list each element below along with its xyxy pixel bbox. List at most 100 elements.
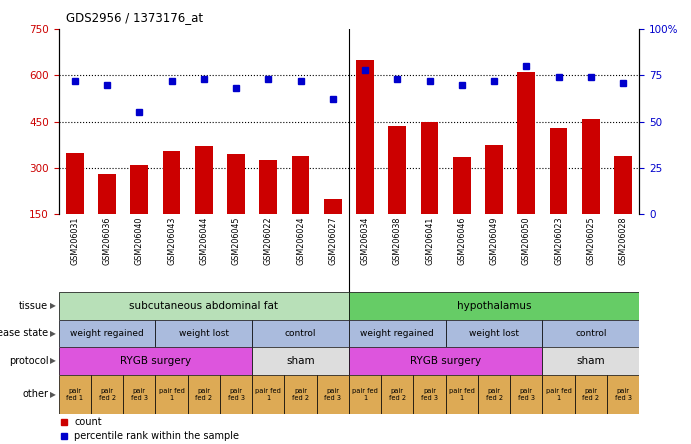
Text: sham: sham: [286, 356, 315, 366]
Text: GSM206049: GSM206049: [489, 217, 499, 265]
Bar: [155, 320, 252, 347]
Text: GSM206034: GSM206034: [361, 217, 370, 265]
Text: GSM206036: GSM206036: [102, 217, 112, 265]
Bar: [59, 375, 91, 414]
Text: control: control: [285, 329, 316, 338]
Bar: [357, 60, 374, 214]
Bar: [220, 375, 252, 414]
Bar: [292, 156, 310, 214]
Bar: [252, 320, 349, 347]
Text: GSM206025: GSM206025: [586, 217, 596, 266]
Text: subcutaneous abdominal fat: subcutaneous abdominal fat: [129, 301, 278, 311]
Text: GSM206044: GSM206044: [199, 217, 209, 265]
Bar: [607, 375, 639, 414]
Bar: [446, 320, 542, 347]
Text: pair fed
1: pair fed 1: [546, 388, 571, 401]
Text: GDS2956 / 1373176_at: GDS2956 / 1373176_at: [66, 12, 202, 24]
Text: ▶: ▶: [50, 390, 56, 399]
Text: GSM206045: GSM206045: [231, 217, 240, 265]
Text: tissue: tissue: [19, 301, 48, 311]
Text: pair
fed 3: pair fed 3: [421, 388, 438, 401]
Text: GSM206028: GSM206028: [618, 217, 627, 265]
Bar: [381, 375, 413, 414]
Text: pair fed
1: pair fed 1: [449, 388, 475, 401]
Bar: [446, 375, 478, 414]
Bar: [252, 347, 349, 375]
Text: pair fed
1: pair fed 1: [159, 388, 184, 401]
Bar: [285, 375, 316, 414]
Text: pair fed
1: pair fed 1: [352, 388, 378, 401]
Text: count: count: [75, 417, 102, 427]
Bar: [485, 145, 503, 214]
Bar: [98, 174, 116, 214]
Text: GSM206024: GSM206024: [296, 217, 305, 265]
Text: weight lost: weight lost: [469, 329, 519, 338]
Text: pair
fed 2: pair fed 2: [196, 388, 212, 401]
Bar: [510, 375, 542, 414]
Bar: [227, 154, 245, 214]
Bar: [131, 165, 148, 214]
Bar: [542, 320, 639, 347]
Text: weight lost: weight lost: [179, 329, 229, 338]
Text: other: other: [22, 389, 48, 399]
Text: ▶: ▶: [50, 357, 56, 365]
Bar: [316, 375, 349, 414]
Text: pair
fed 3: pair fed 3: [518, 388, 535, 401]
Text: ▶: ▶: [50, 329, 56, 338]
Bar: [324, 199, 341, 214]
Bar: [349, 292, 639, 320]
Text: pair
fed 3: pair fed 3: [614, 388, 632, 401]
Bar: [59, 347, 252, 375]
Text: GSM206022: GSM206022: [264, 217, 273, 266]
Text: GSM206023: GSM206023: [554, 217, 563, 265]
Bar: [259, 160, 277, 214]
Bar: [614, 156, 632, 214]
Bar: [91, 375, 123, 414]
Bar: [252, 375, 285, 414]
Text: hypothalamus: hypothalamus: [457, 301, 531, 311]
Bar: [123, 375, 155, 414]
Bar: [421, 122, 438, 214]
Text: ▶: ▶: [50, 301, 56, 310]
Bar: [155, 375, 188, 414]
Bar: [575, 375, 607, 414]
Text: RYGB surgery: RYGB surgery: [120, 356, 191, 366]
Text: weight regained: weight regained: [70, 329, 144, 338]
Bar: [349, 320, 446, 347]
Text: GSM206050: GSM206050: [522, 217, 531, 265]
Bar: [582, 119, 600, 214]
Text: pair
fed 2: pair fed 2: [486, 388, 502, 401]
Text: pair
fed 3: pair fed 3: [227, 388, 245, 401]
Bar: [349, 375, 381, 414]
Text: GSM206040: GSM206040: [135, 217, 144, 265]
Bar: [478, 375, 510, 414]
Bar: [163, 151, 180, 214]
Text: pair
fed 3: pair fed 3: [324, 388, 341, 401]
Text: GSM206031: GSM206031: [70, 217, 79, 265]
Bar: [518, 72, 535, 214]
Bar: [66, 153, 84, 214]
Text: pair
fed 2: pair fed 2: [99, 388, 115, 401]
Bar: [388, 126, 406, 214]
Text: weight regained: weight regained: [361, 329, 434, 338]
Text: pair
fed 2: pair fed 2: [292, 388, 309, 401]
Bar: [542, 375, 575, 414]
Bar: [349, 347, 542, 375]
Bar: [453, 157, 471, 214]
Bar: [542, 347, 639, 375]
Bar: [195, 147, 213, 214]
Bar: [413, 375, 446, 414]
Text: GSM206027: GSM206027: [328, 217, 337, 266]
Text: pair
fed 2: pair fed 2: [389, 388, 406, 401]
Text: pair
fed 1: pair fed 1: [66, 388, 84, 401]
Text: RYGB surgery: RYGB surgery: [410, 356, 481, 366]
Text: sham: sham: [576, 356, 605, 366]
Text: protocol: protocol: [9, 356, 48, 366]
Text: GSM206046: GSM206046: [457, 217, 466, 265]
Text: percentile rank within the sample: percentile rank within the sample: [75, 432, 239, 441]
Bar: [59, 320, 155, 347]
Text: GSM206043: GSM206043: [167, 217, 176, 265]
Text: pair
fed 3: pair fed 3: [131, 388, 148, 401]
Text: pair fed
1: pair fed 1: [256, 388, 281, 401]
Text: control: control: [575, 329, 607, 338]
